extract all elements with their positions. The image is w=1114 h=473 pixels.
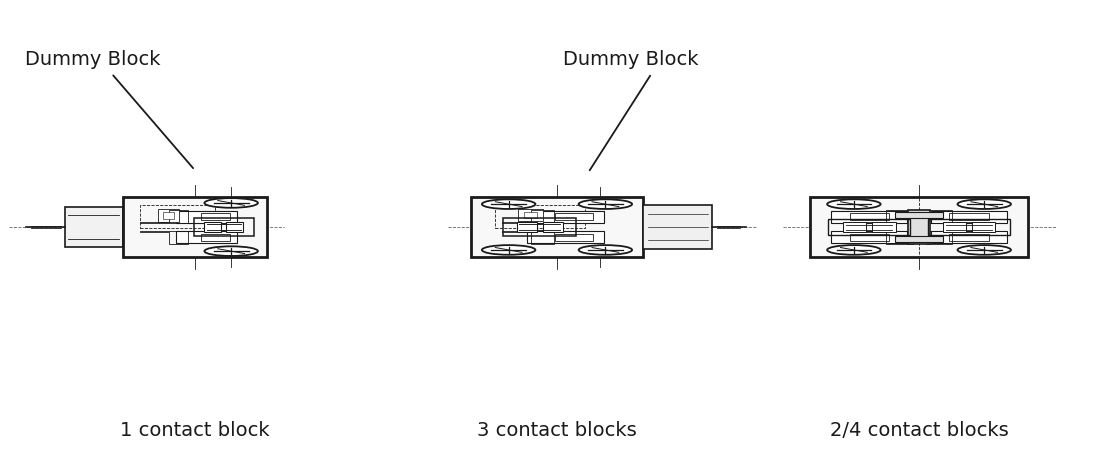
Bar <box>931 231 1007 243</box>
Bar <box>828 219 910 236</box>
Bar <box>850 234 889 241</box>
Bar <box>949 213 988 220</box>
Bar <box>517 222 537 232</box>
Ellipse shape <box>957 245 1012 255</box>
Bar <box>65 207 123 247</box>
Text: 2/4 contact blocks: 2/4 contact blocks <box>830 421 1008 440</box>
Bar <box>201 213 229 220</box>
Bar <box>949 234 988 241</box>
Ellipse shape <box>578 245 632 255</box>
Bar <box>543 222 563 232</box>
Ellipse shape <box>578 199 632 209</box>
Bar <box>896 212 942 218</box>
Bar <box>176 211 237 223</box>
Bar <box>555 213 594 220</box>
Bar <box>518 209 544 221</box>
Ellipse shape <box>957 199 1012 209</box>
Bar <box>527 231 605 243</box>
Bar <box>942 222 966 232</box>
Bar <box>504 218 576 236</box>
Ellipse shape <box>205 198 258 208</box>
Text: Dummy Block: Dummy Block <box>25 50 160 69</box>
Bar <box>831 211 907 223</box>
Bar <box>928 219 1010 236</box>
Ellipse shape <box>482 245 536 255</box>
Text: Dummy Block: Dummy Block <box>563 50 698 69</box>
Bar <box>194 218 254 236</box>
Bar <box>850 213 889 220</box>
Bar <box>495 205 585 228</box>
Bar <box>205 222 222 232</box>
Ellipse shape <box>827 199 881 209</box>
Text: 1 contact block: 1 contact block <box>120 421 270 440</box>
Bar <box>810 197 1027 257</box>
Bar <box>842 222 866 232</box>
Bar <box>525 211 537 219</box>
Bar <box>973 222 996 232</box>
Bar <box>164 212 174 219</box>
Bar <box>158 210 179 222</box>
Bar <box>555 234 594 241</box>
Bar <box>644 205 713 249</box>
Ellipse shape <box>827 245 881 255</box>
Bar <box>470 197 644 257</box>
Bar <box>176 231 237 243</box>
Bar <box>201 234 229 241</box>
Bar <box>123 197 267 257</box>
Bar <box>896 236 942 242</box>
Bar <box>872 222 896 232</box>
Bar <box>140 205 215 228</box>
Bar <box>226 222 243 232</box>
Ellipse shape <box>482 199 536 209</box>
Bar <box>527 211 605 223</box>
Bar <box>908 210 930 244</box>
Bar <box>931 211 1007 223</box>
Ellipse shape <box>205 246 258 256</box>
Bar <box>831 231 907 243</box>
Text: 3 contact blocks: 3 contact blocks <box>477 421 637 440</box>
